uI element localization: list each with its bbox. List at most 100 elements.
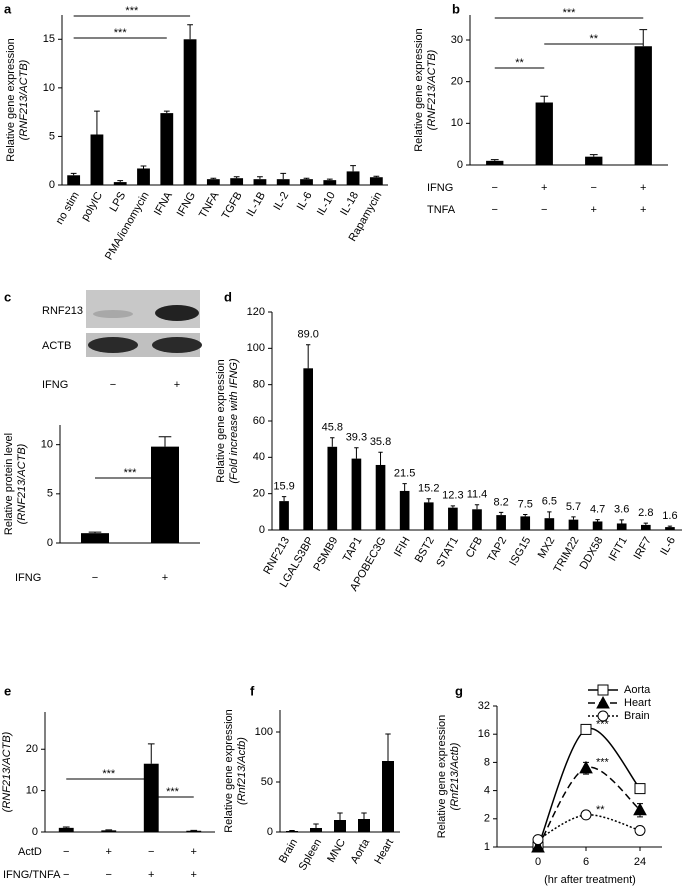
error-bar xyxy=(571,516,576,520)
bar xyxy=(665,527,675,530)
error-bar xyxy=(140,165,147,169)
blot-label: RNF213 xyxy=(42,305,83,317)
y-tick-label: 10 xyxy=(451,117,463,129)
value-label: 15.9 xyxy=(273,480,294,492)
bar xyxy=(535,102,553,165)
condition-sign: + xyxy=(106,846,112,858)
bar xyxy=(186,830,202,832)
x-tick-label: no stim xyxy=(54,190,82,227)
bar xyxy=(279,501,289,530)
condition-sign: + xyxy=(640,204,646,216)
marker xyxy=(579,760,593,774)
significance-label: ** xyxy=(596,804,605,816)
condition-sign: − xyxy=(110,379,116,391)
error-bar xyxy=(373,175,380,178)
y-tick-label: 0 xyxy=(47,537,53,549)
condition-sign: − xyxy=(63,846,69,858)
bar xyxy=(544,518,555,530)
error-bar xyxy=(490,159,499,161)
legend-label: Brain xyxy=(624,710,650,722)
x-tick-label: IRF7 xyxy=(632,535,654,562)
condition-sign: + xyxy=(148,869,154,881)
value-label: 8.2 xyxy=(493,496,508,508)
marker xyxy=(597,710,609,722)
value-label: 15.2 xyxy=(418,483,439,495)
y-tick-label: 15 xyxy=(43,33,55,45)
error-bar xyxy=(474,504,480,510)
x-tick-label: IL-6 xyxy=(295,190,315,212)
panel-label: g xyxy=(455,683,463,698)
error-bar xyxy=(187,24,193,40)
y-tick-label: 1 xyxy=(484,841,490,853)
line xyxy=(537,814,641,841)
marker xyxy=(532,834,544,846)
y-axis-title: (RNF213/ACTB) xyxy=(426,49,438,130)
y-tick-label: 30 xyxy=(451,34,463,46)
x-tick-label: IFNG xyxy=(175,190,199,219)
error-bar xyxy=(450,505,456,508)
bar xyxy=(486,160,504,165)
bar xyxy=(160,113,174,185)
legend-label: Heart xyxy=(624,697,651,709)
error-bar xyxy=(330,437,335,447)
blot-band xyxy=(155,305,199,321)
x-tick-label: IL-6 xyxy=(658,535,678,557)
y-axis-title: (RNF213/ACTB) xyxy=(16,443,28,524)
legend-label: Aorta xyxy=(624,684,651,696)
bar xyxy=(334,820,346,832)
x-tick-label: LPS xyxy=(108,190,129,214)
bar xyxy=(183,39,197,186)
y-tick-label: 50 xyxy=(261,776,273,788)
y-tick-label: 10 xyxy=(43,82,55,94)
error-bar xyxy=(385,733,391,761)
bar xyxy=(327,446,338,530)
x-tick-label: IL-10 xyxy=(315,190,338,218)
condition-sign: − xyxy=(492,182,498,194)
bar xyxy=(616,523,627,530)
bar xyxy=(286,831,298,832)
error-bar xyxy=(257,176,263,180)
bar xyxy=(310,828,322,832)
x-tick-label: TAP1 xyxy=(341,535,365,564)
error-bar xyxy=(547,511,552,519)
x-tick-label: MX2 xyxy=(536,535,558,561)
significance-label: *** xyxy=(114,27,128,39)
condition-sign: + xyxy=(174,379,180,391)
x-tick-label: PMA/ionomycin xyxy=(103,190,152,262)
bar xyxy=(399,490,410,530)
value-label: 5.7 xyxy=(566,501,581,513)
y-axis-title: (Fold increase with IFNG) xyxy=(228,358,240,484)
error-bar xyxy=(62,826,70,828)
bar xyxy=(568,519,579,530)
blot-band xyxy=(93,310,133,318)
bar xyxy=(113,182,127,185)
significance-label: *** xyxy=(102,768,116,780)
condition-sign: − xyxy=(92,572,98,584)
error-bar xyxy=(354,447,359,459)
bar xyxy=(137,168,150,185)
error-bar xyxy=(426,498,431,503)
error-bar xyxy=(88,531,102,534)
value-label: 35.8 xyxy=(370,436,391,448)
bar xyxy=(206,179,220,185)
condition-label: ActD xyxy=(18,846,42,858)
y-tick-label: 40 xyxy=(253,451,265,463)
y-tick-label: 0 xyxy=(267,826,273,838)
bar xyxy=(448,507,458,530)
y-tick-label: 20 xyxy=(26,743,38,755)
value-label: 4.7 xyxy=(590,504,605,516)
y-tick-label: 100 xyxy=(255,726,273,738)
bar xyxy=(81,533,109,543)
value-label: 2.8 xyxy=(638,507,653,519)
blot-band xyxy=(152,337,202,353)
error-bar xyxy=(163,110,170,114)
y-axis-title: (RNF213/ACTB) xyxy=(18,59,30,140)
condition-sign: − xyxy=(541,204,547,216)
condition-label: IFNG xyxy=(15,572,41,584)
y-axis-title: (Rnf213/Actb) xyxy=(449,742,461,810)
bar xyxy=(143,763,159,832)
bar xyxy=(276,179,290,185)
panel-label: c xyxy=(4,289,11,304)
significance-label: *** xyxy=(124,467,138,479)
